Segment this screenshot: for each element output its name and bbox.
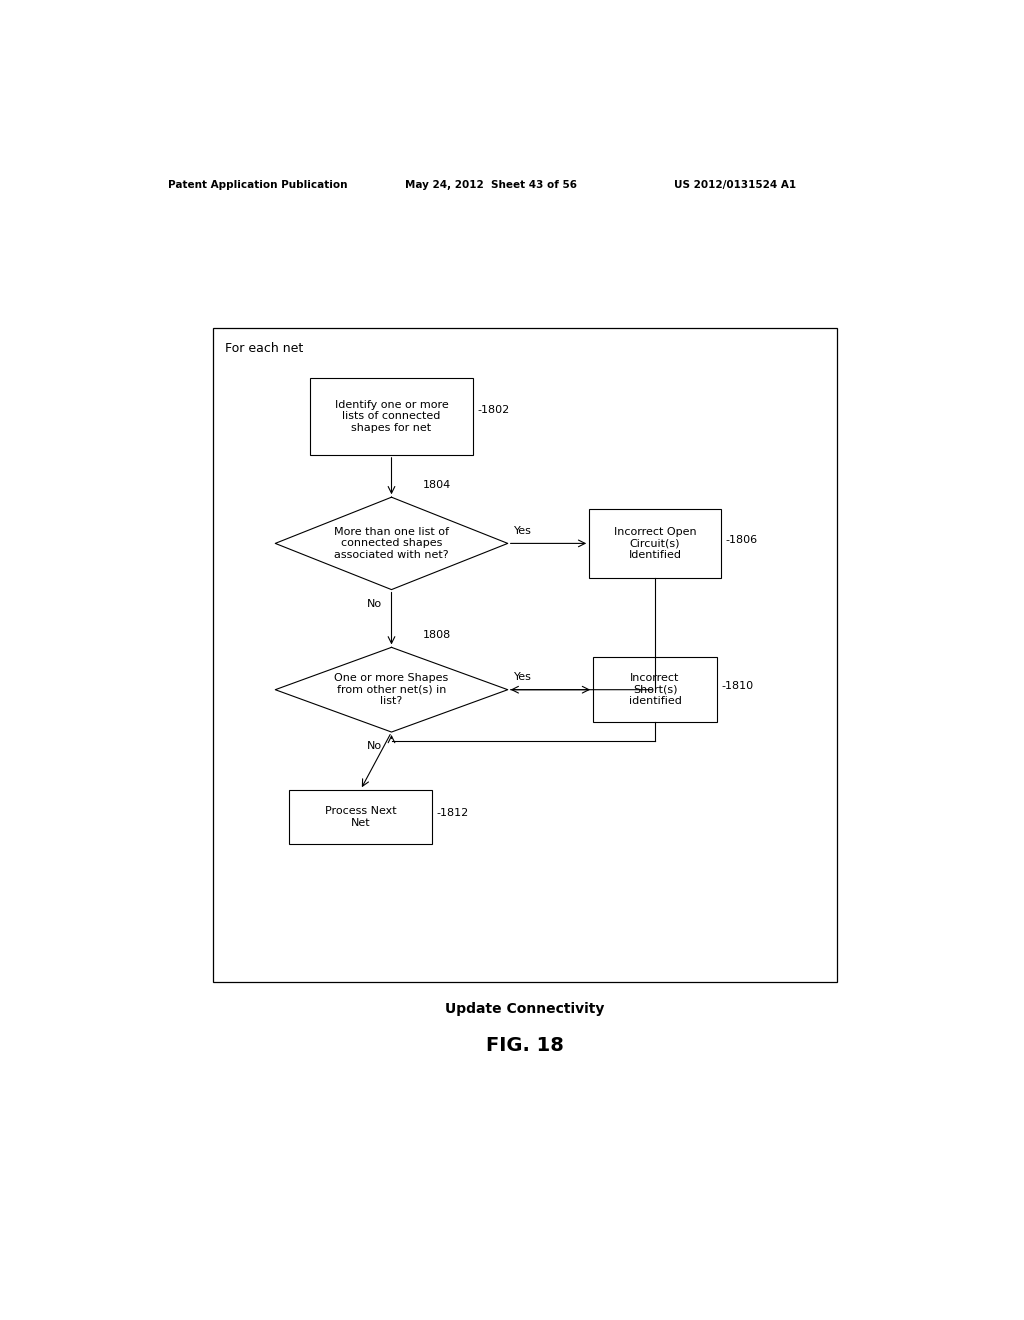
Bar [593, 657, 717, 722]
Bar [213, 327, 838, 982]
Text: Yes: Yes [514, 672, 531, 682]
Text: Yes: Yes [514, 525, 531, 536]
Text: -1810: -1810 [722, 681, 754, 690]
Bar [589, 508, 721, 578]
Text: Identify one or more
lists of connected
shapes for net: Identify one or more lists of connected … [335, 400, 449, 433]
Text: US 2012/0131524 A1: US 2012/0131524 A1 [675, 180, 797, 190]
Text: For each net: For each net [225, 342, 303, 355]
Text: No: No [367, 599, 382, 609]
Text: Incorrect Open
Circuit(s)
Identified: Incorrect Open Circuit(s) Identified [613, 527, 696, 560]
Text: More than one list of
connected shapes
associated with net?: More than one list of connected shapes a… [334, 527, 449, 560]
Text: FIG. 18: FIG. 18 [485, 1036, 564, 1055]
Bar [289, 789, 432, 843]
Text: -1812: -1812 [437, 808, 469, 818]
Text: -1802: -1802 [477, 405, 510, 416]
Polygon shape [275, 647, 508, 733]
Text: -1806: -1806 [726, 535, 758, 545]
Text: 1804: 1804 [423, 479, 451, 490]
Polygon shape [275, 498, 508, 590]
Text: Process Next
Net: Process Next Net [325, 807, 396, 828]
Text: No: No [367, 742, 382, 751]
Text: Incorrect
Short(s)
identified: Incorrect Short(s) identified [629, 673, 681, 706]
Text: Update Connectivity: Update Connectivity [445, 1002, 604, 1016]
Text: One or more Shapes
from other net(s) in
list?: One or more Shapes from other net(s) in … [335, 673, 449, 706]
Text: May 24, 2012  Sheet 43 of 56: May 24, 2012 Sheet 43 of 56 [406, 180, 578, 190]
Text: 1808: 1808 [423, 630, 451, 640]
Bar [310, 378, 473, 455]
Text: Patent Application Publication: Patent Application Publication [168, 180, 348, 190]
